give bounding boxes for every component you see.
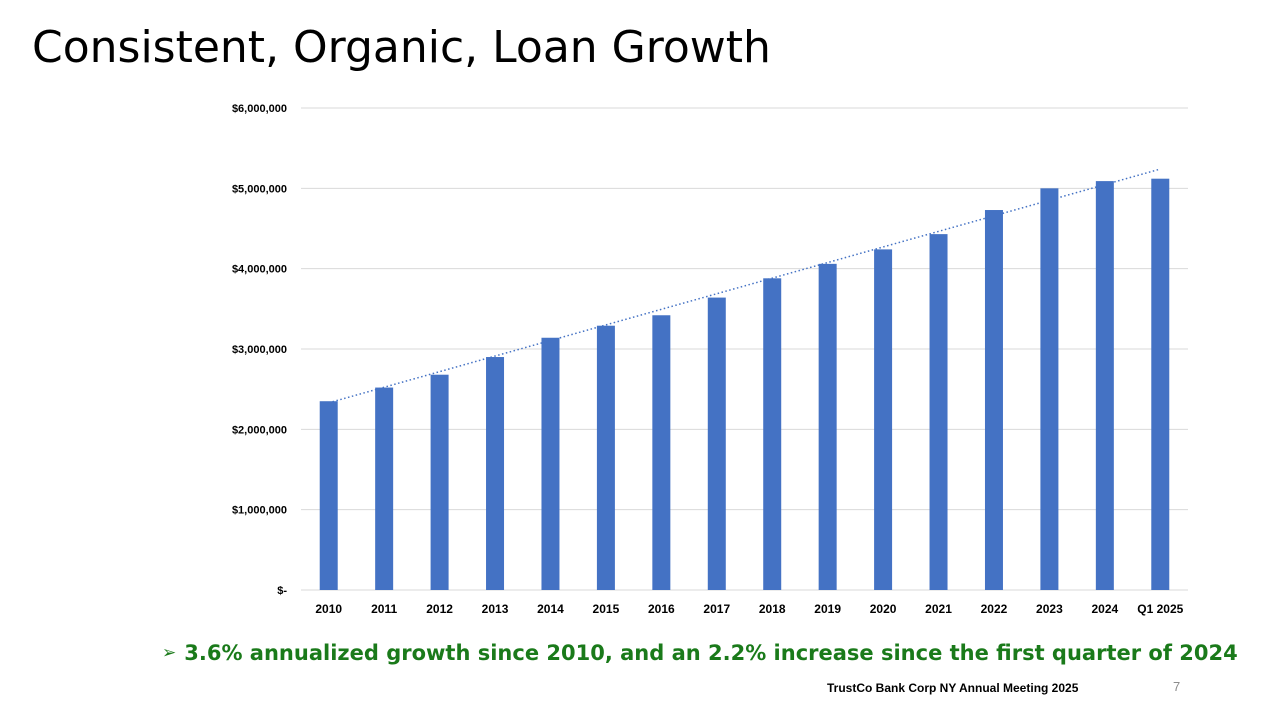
x-tick-label: 2019 bbox=[814, 602, 841, 616]
x-tick-label: 2021 bbox=[925, 602, 952, 616]
x-tick-label: Q1 2025 bbox=[1137, 602, 1183, 616]
x-tick-label: 2017 bbox=[703, 602, 730, 616]
bar bbox=[929, 234, 948, 590]
bar bbox=[375, 387, 394, 590]
bar bbox=[596, 325, 615, 590]
x-tick-label: 2024 bbox=[1091, 602, 1118, 616]
x-tick-label: 2010 bbox=[315, 602, 342, 616]
y-tick-label: $- bbox=[277, 585, 287, 597]
bar bbox=[984, 210, 1003, 591]
y-tick-label: $5,000,000 bbox=[232, 183, 287, 195]
page-number: 7 bbox=[1173, 679, 1181, 694]
x-tick-label: 2022 bbox=[981, 602, 1008, 616]
bar bbox=[486, 357, 505, 590]
bar bbox=[1095, 181, 1114, 590]
trendline bbox=[328, 168, 1161, 404]
y-tick-label: $3,000,000 bbox=[232, 344, 287, 356]
x-tick-label: 2012 bbox=[426, 602, 453, 616]
bar bbox=[1151, 178, 1170, 590]
bar bbox=[430, 374, 449, 590]
y-tick-label: $2,000,000 bbox=[232, 424, 287, 436]
bar bbox=[707, 297, 726, 590]
x-tick-label: 2013 bbox=[482, 602, 509, 616]
x-tick-label: 2011 bbox=[371, 602, 397, 616]
bullet-point: ➢ 3.6% annualized growth since 2010, and … bbox=[162, 641, 1238, 665]
bar bbox=[1040, 188, 1059, 591]
x-tick-label: 2015 bbox=[593, 602, 620, 616]
bar bbox=[818, 263, 837, 590]
y-tick-label: $1,000,000 bbox=[232, 505, 287, 517]
bar bbox=[652, 315, 671, 590]
bar bbox=[541, 337, 560, 590]
slide-title: Consistent, Organic, Loan Growth bbox=[32, 22, 771, 73]
y-tick-label: $6,000,000 bbox=[232, 103, 287, 115]
x-tick-label: 2023 bbox=[1036, 602, 1063, 616]
arrow-bullet-icon: ➢ bbox=[162, 643, 177, 663]
bar bbox=[319, 401, 338, 590]
y-tick-label: $4,000,000 bbox=[232, 264, 287, 276]
x-tick-label: 2020 bbox=[870, 602, 897, 616]
x-tick-label: 2018 bbox=[759, 602, 786, 616]
x-tick-label: 2016 bbox=[648, 602, 675, 616]
bullet-text: 3.6% annualized growth since 2010, and a… bbox=[184, 641, 1238, 665]
x-tick-label: 2014 bbox=[537, 602, 564, 616]
footer-text: TrustCo Bank Corp NY Annual Meeting 2025 bbox=[827, 681, 1079, 695]
bar bbox=[874, 249, 893, 591]
bar bbox=[763, 278, 782, 590]
